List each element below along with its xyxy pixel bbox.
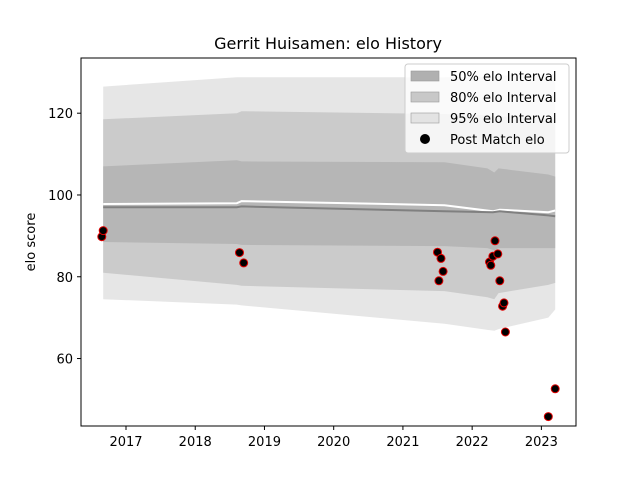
legend-50-interval-label: 50% elo Interval [450,70,557,85]
legend-95-interval-swatch [410,112,440,124]
x-tick-label: 2017 [109,435,142,450]
post-match-point [486,260,496,270]
legend-post-match-marker [420,134,430,144]
legend-50-interval-swatch [410,70,440,82]
post-match-point [438,266,448,276]
post-match-points [97,226,560,422]
post-match-point [499,298,509,308]
mean-elo-line [103,205,556,218]
post-match-point [550,384,560,394]
y-tick-label: 80 [56,271,73,286]
x-tick-label: 2021 [386,435,419,450]
band-50-interval [103,160,556,251]
post-match-point [490,236,500,246]
legend-80-interval-swatch [410,91,440,103]
post-match-point [436,253,446,263]
plot-frame [80,57,577,427]
legend-80-interval-label: 80% elo Interval [450,91,557,106]
post-match-point [235,248,244,258]
y-tick-label: 120 [48,107,73,122]
y-tick-label: 60 [56,353,73,368]
x-tick-label: 2022 [456,435,489,450]
y-tick-label: 100 [48,189,73,204]
upper-white-line [103,200,556,214]
post-match-point [239,258,249,268]
chart-title: Gerrit Huisamen: elo History [214,34,442,53]
y-axis-ticks: 60 80 100 120 [48,107,81,368]
x-tick-label: 2018 [179,435,212,450]
post-match-point [543,412,553,422]
post-match-point [495,276,505,286]
x-tick-label: 2019 [248,435,281,450]
y-axis-label: elo score [24,213,39,272]
legend-post-match-label: Post Match elo [450,133,545,148]
legend-box [404,63,570,154]
mean-lines [103,200,556,218]
x-tick-label: 2023 [525,435,558,450]
x-axis-ticks: 2017 2018 2019 2020 2021 2022 2023 [109,426,558,450]
x-tick-label: 2020 [317,435,350,450]
post-match-point [500,327,510,337]
post-match-point [434,276,444,286]
legend-95-interval-label: 95% elo Interval [450,112,557,127]
post-match-point [98,226,108,236]
legend: 50% elo Interval 80% elo Interval 95% elo … [404,63,570,154]
post-match-point [493,249,503,259]
